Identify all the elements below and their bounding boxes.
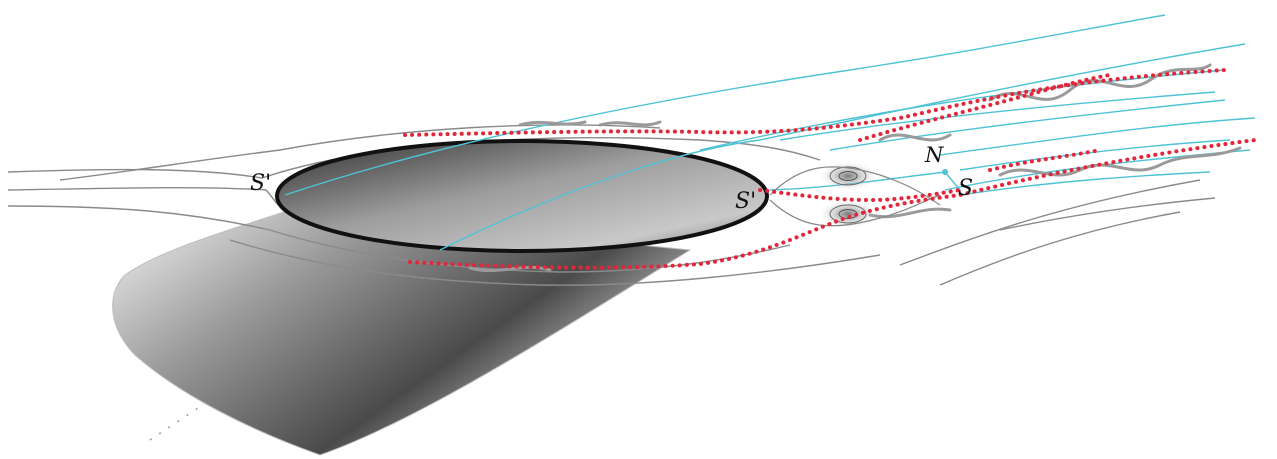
upstream-streamlines <box>7 124 1216 286</box>
s-prime-left-label: S' <box>250 171 271 196</box>
dotted-sting-line <box>149 399 211 441</box>
separation-lines <box>403 68 1257 270</box>
body-ellipse <box>275 139 769 253</box>
s-prime-right-label: S' <box>735 189 756 214</box>
saddle-label: S <box>958 176 973 201</box>
node-label: N <box>924 143 944 167</box>
